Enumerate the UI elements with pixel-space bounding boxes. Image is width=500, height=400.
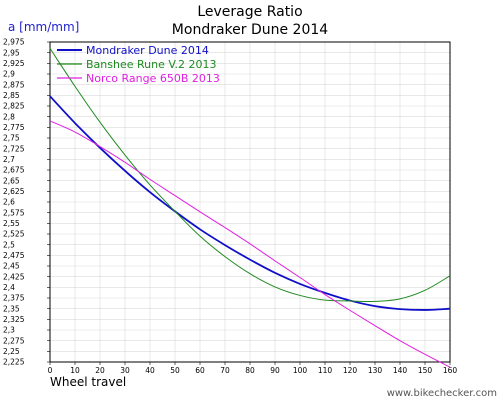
y-tick-label: 2,85 — [3, 91, 20, 100]
x-tick-label: 120 — [343, 366, 358, 375]
y-tick-label: 2,6 — [3, 198, 15, 207]
grid — [47, 41, 451, 365]
chart-title: Leverage Ratio — [197, 4, 302, 20]
x-tick-label: 50 — [170, 366, 180, 375]
x-tick-label: 40 — [145, 366, 155, 375]
y-tick-label: 2,775 — [3, 123, 25, 132]
y-tick-label: 2,4 — [3, 283, 15, 292]
series-lines — [49, 48, 451, 368]
x-tick-label: 80 — [245, 366, 255, 375]
y-tick-label: 2,7 — [3, 155, 15, 164]
y-tick-label: 2,95 — [3, 48, 20, 57]
x-tick-label: 60 — [195, 366, 205, 375]
x-tick-label: 110 — [318, 366, 333, 375]
x-tick-label: 160 — [443, 366, 458, 375]
y-tick-label: 2,8 — [3, 112, 15, 121]
y-tick-label: 2,525 — [3, 230, 25, 239]
y-tick-label: 2,825 — [3, 102, 25, 111]
series-line-norco-range-650b-2013 — [49, 120, 451, 368]
y-tick-label: 2,625 — [3, 187, 25, 196]
y-tick-label: 2,5 — [3, 240, 15, 249]
x-axis-label: Wheel travel — [50, 375, 126, 389]
y-tick-label: 2,475 — [3, 251, 25, 260]
y-tick-label: 2,925 — [3, 59, 25, 68]
x-tick-label: 0 — [48, 366, 53, 375]
x-tick-label: 140 — [393, 366, 408, 375]
y-tick-labels: 2,2252,252,2752,32,3252,352,3752,42,4252… — [3, 38, 25, 367]
x-tick-label: 90 — [270, 366, 280, 375]
y-tick-label: 2,55 — [3, 219, 20, 228]
y-tick-label: 2,425 — [3, 272, 25, 281]
plot-frame — [49, 41, 451, 363]
y-tick-label: 2,225 — [3, 358, 25, 367]
x-tick-label: 130 — [368, 366, 383, 375]
x-tick-label: 30 — [120, 366, 130, 375]
footer-watermark: www.bikechecker.com — [387, 388, 497, 399]
y-tick-label: 2,875 — [3, 80, 25, 89]
y-tick-label: 2,65 — [3, 176, 20, 185]
x-tick-label: 100 — [293, 366, 308, 375]
y-tick-label: 2,25 — [3, 347, 20, 356]
y-axis-label: a [mm/mm] — [8, 20, 79, 34]
y-tick-label: 2,375 — [3, 294, 25, 303]
legend-label-norco-range-650b-2013: Norco Range 650B 2013 — [86, 72, 220, 85]
y-tick-label: 2,9 — [3, 70, 15, 79]
x-tick-label: 150 — [418, 366, 433, 375]
y-tick-label: 2,575 — [3, 208, 25, 217]
series-line-banshee-rune-v-2-2013 — [49, 48, 451, 303]
legend-label-banshee-rune-v-2-2013: Banshee Rune V.2 2013 — [86, 58, 216, 71]
x-tick-label: 10 — [70, 366, 80, 375]
series-line-mondraker-dune-2014 — [49, 95, 451, 311]
y-tick-label: 2,75 — [3, 134, 20, 143]
x-tick-label: 70 — [220, 366, 230, 375]
x-tick-label: 20 — [95, 366, 105, 375]
legend-label-mondraker-dune-2014: Mondraker Dune 2014 — [86, 44, 209, 57]
y-tick-label: 2,725 — [3, 144, 25, 153]
y-tick-label: 2,275 — [3, 336, 25, 345]
y-tick-label: 2,325 — [3, 315, 25, 324]
y-tick-label: 2,3 — [3, 326, 15, 335]
y-tick-label: 2,675 — [3, 166, 25, 175]
y-tick-label: 2,975 — [3, 38, 25, 47]
y-tick-label: 2,35 — [3, 304, 20, 313]
x-tick-labels: 0 10 20 30 40 50 60 70 80 90 100 110 120 130 140 150 160 — [48, 366, 458, 375]
chart-subtitle: Mondraker Dune 2014 — [172, 22, 328, 38]
y-tick-label: 2,45 — [3, 262, 20, 271]
